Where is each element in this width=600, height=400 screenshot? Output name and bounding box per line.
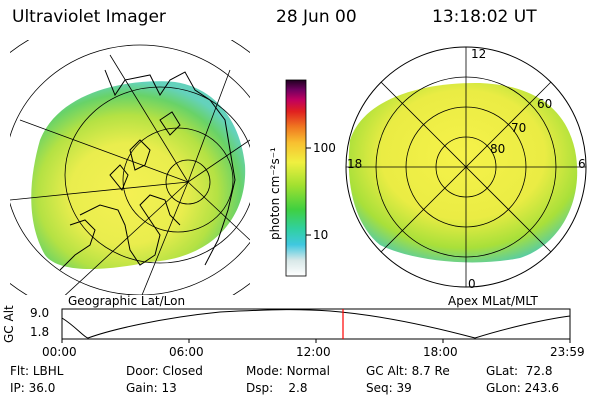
time-tick-3: 18:00: [423, 345, 458, 359]
mlt-label-12: 12: [471, 47, 487, 61]
mlt-label-0: 0: [468, 277, 476, 291]
time-tick-2: 12:00: [296, 345, 331, 359]
mlat-label-70: 70: [511, 121, 527, 135]
date: 28 Jun 00: [276, 7, 357, 27]
info-gc-alt: GC Alt: 8.7 Re: [366, 364, 450, 378]
polar-plot: [345, 46, 587, 288]
right-panel-caption: Apex MLat/MLT: [448, 294, 538, 308]
info-dsp: Dsp: 2.8: [246, 381, 308, 395]
altitude-ytick-max: 9.0: [30, 306, 50, 320]
info-glon: GLon: 243.6: [486, 381, 559, 395]
info-mode: Mode: Normal: [246, 364, 330, 378]
mlt-label-6: 6: [578, 157, 586, 171]
mlat-label-60: 60: [537, 97, 553, 111]
colorbar: [285, 79, 307, 277]
geographic-map: [10, 40, 250, 295]
altitude-curve: [61, 309, 571, 339]
info-gain: Gain: 13: [126, 381, 177, 395]
colorbar-tick-10: 10: [313, 228, 329, 242]
mlt-label-18: 18: [347, 157, 363, 171]
time-tick-1: 06:00: [169, 345, 204, 359]
info-door: Door: Closed: [126, 364, 203, 378]
info-seq: Seq: 39: [366, 381, 412, 395]
info-ip: IP: 36.0: [10, 381, 56, 395]
altitude-plot-frame: [61, 308, 571, 340]
altitude-ytick-min: 1.8: [30, 325, 50, 339]
time: 13:18:02 UT: [432, 7, 537, 27]
altitude-ylabel: GC Alt: [2, 305, 16, 343]
title: Ultraviolet Imager: [12, 7, 166, 27]
colorbar-tick-100: 100: [313, 141, 336, 155]
info-flt: Flt: LBHL: [10, 364, 64, 378]
colorbar-unit-label: photon cm⁻²s⁻¹: [268, 147, 282, 240]
time-tick-4: 23:59: [550, 345, 585, 359]
mlat-label-80: 80: [490, 142, 506, 156]
right-aurora-image: [348, 82, 578, 263]
left-aurora-image: [31, 81, 246, 270]
left-panel-caption: Geographic Lat/Lon: [68, 294, 186, 308]
time-tick-0: 00:00: [42, 345, 77, 359]
info-glat: GLat: 72.8: [486, 364, 553, 378]
